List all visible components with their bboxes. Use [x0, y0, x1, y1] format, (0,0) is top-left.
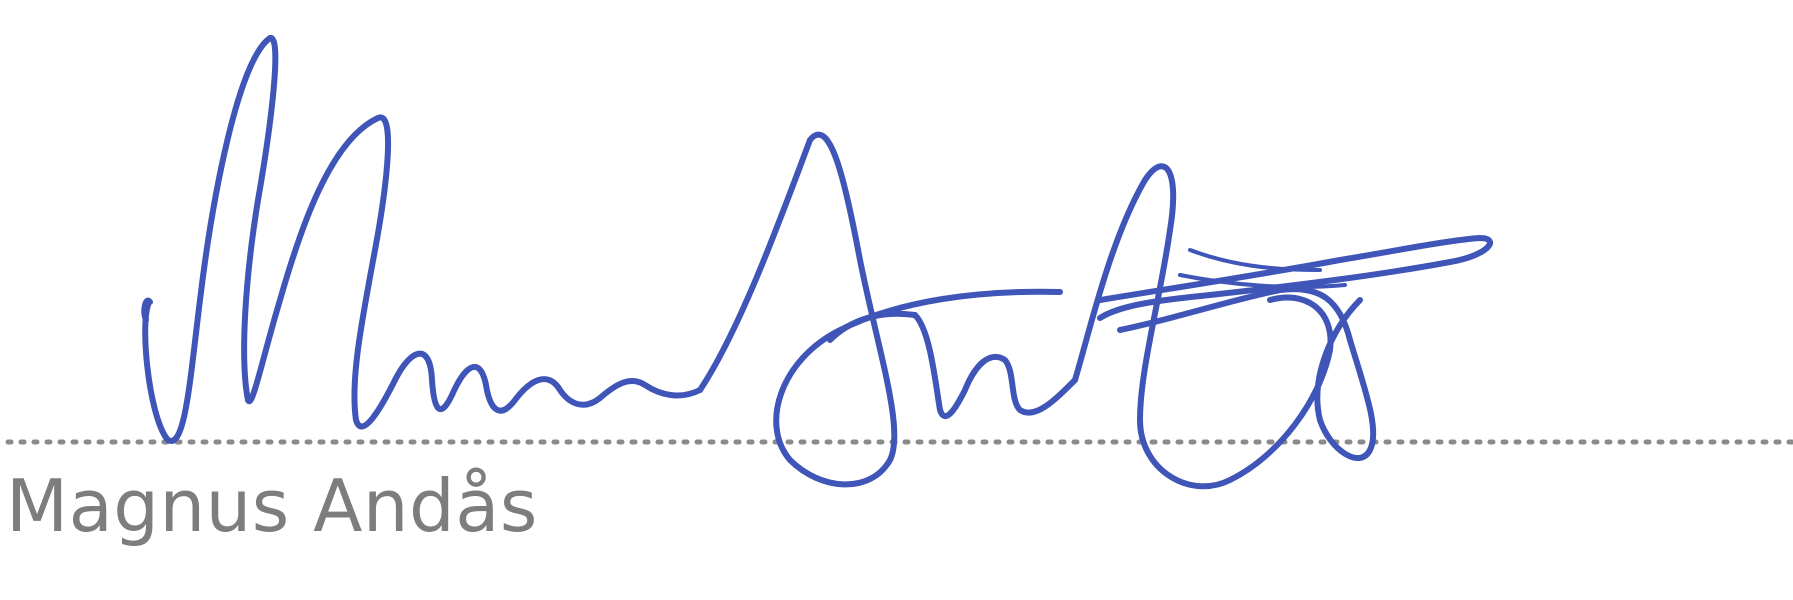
signer-name: Magnus Andås: [6, 464, 538, 548]
handwritten-signature: [141, 35, 1494, 490]
